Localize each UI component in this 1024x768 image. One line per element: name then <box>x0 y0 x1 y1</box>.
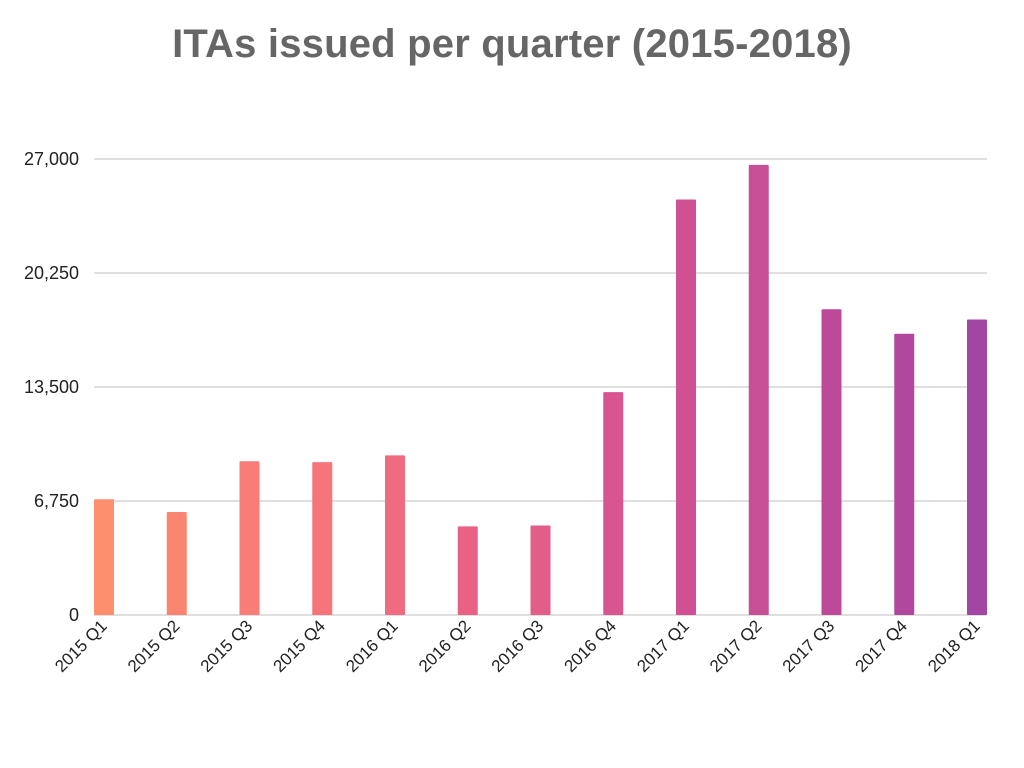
y-tick-label: 0 <box>69 605 79 625</box>
x-tick-label: 2015 Q2 <box>124 616 184 676</box>
bar <box>94 499 114 615</box>
x-tick-label: 2017 Q2 <box>706 616 766 676</box>
bars <box>94 164 987 616</box>
y-tick-label: 6,750 <box>34 491 79 511</box>
bar <box>239 461 260 615</box>
y-axis: 0 6,750 13,500 20,250 27,000 <box>24 149 79 625</box>
bar <box>603 392 624 615</box>
x-tick-label: 2017 Q1 <box>633 616 693 676</box>
chart-title: ITAs issued per quarter (2015-2018) <box>172 22 852 66</box>
bar <box>312 462 333 615</box>
x-tick-label: 2018 Q1 <box>924 616 984 676</box>
x-tick-label: 2016 Q4 <box>561 616 621 676</box>
x-tick-label: 2017 Q4 <box>852 616 912 676</box>
x-tick-label: 2016 Q2 <box>415 616 475 676</box>
x-tick-label: 2017 Q3 <box>779 616 839 676</box>
bar <box>894 333 915 615</box>
x-tick-label: 2016 Q1 <box>342 616 402 676</box>
x-tick-label: 2016 Q3 <box>488 616 548 676</box>
bar <box>530 525 551 615</box>
bar <box>457 526 478 615</box>
x-tick-label: 2015 Q3 <box>197 616 257 676</box>
bar <box>166 511 187 615</box>
y-tick-label: 20,250 <box>24 263 79 283</box>
bar <box>385 455 405 615</box>
y-tick-label: 13,500 <box>24 377 79 397</box>
x-axis: 2015 Q1 2015 Q2 2015 Q3 2015 Q4 2016 Q1 2016 … <box>51 616 984 676</box>
y-tick-label: 27,000 <box>24 149 79 169</box>
x-tick-label: 2015 Q1 <box>51 616 111 676</box>
bar <box>821 309 842 615</box>
x-tick-label: 2015 Q4 <box>270 616 330 676</box>
bar <box>676 199 696 616</box>
bar <box>967 319 987 615</box>
bar <box>748 164 769 615</box>
